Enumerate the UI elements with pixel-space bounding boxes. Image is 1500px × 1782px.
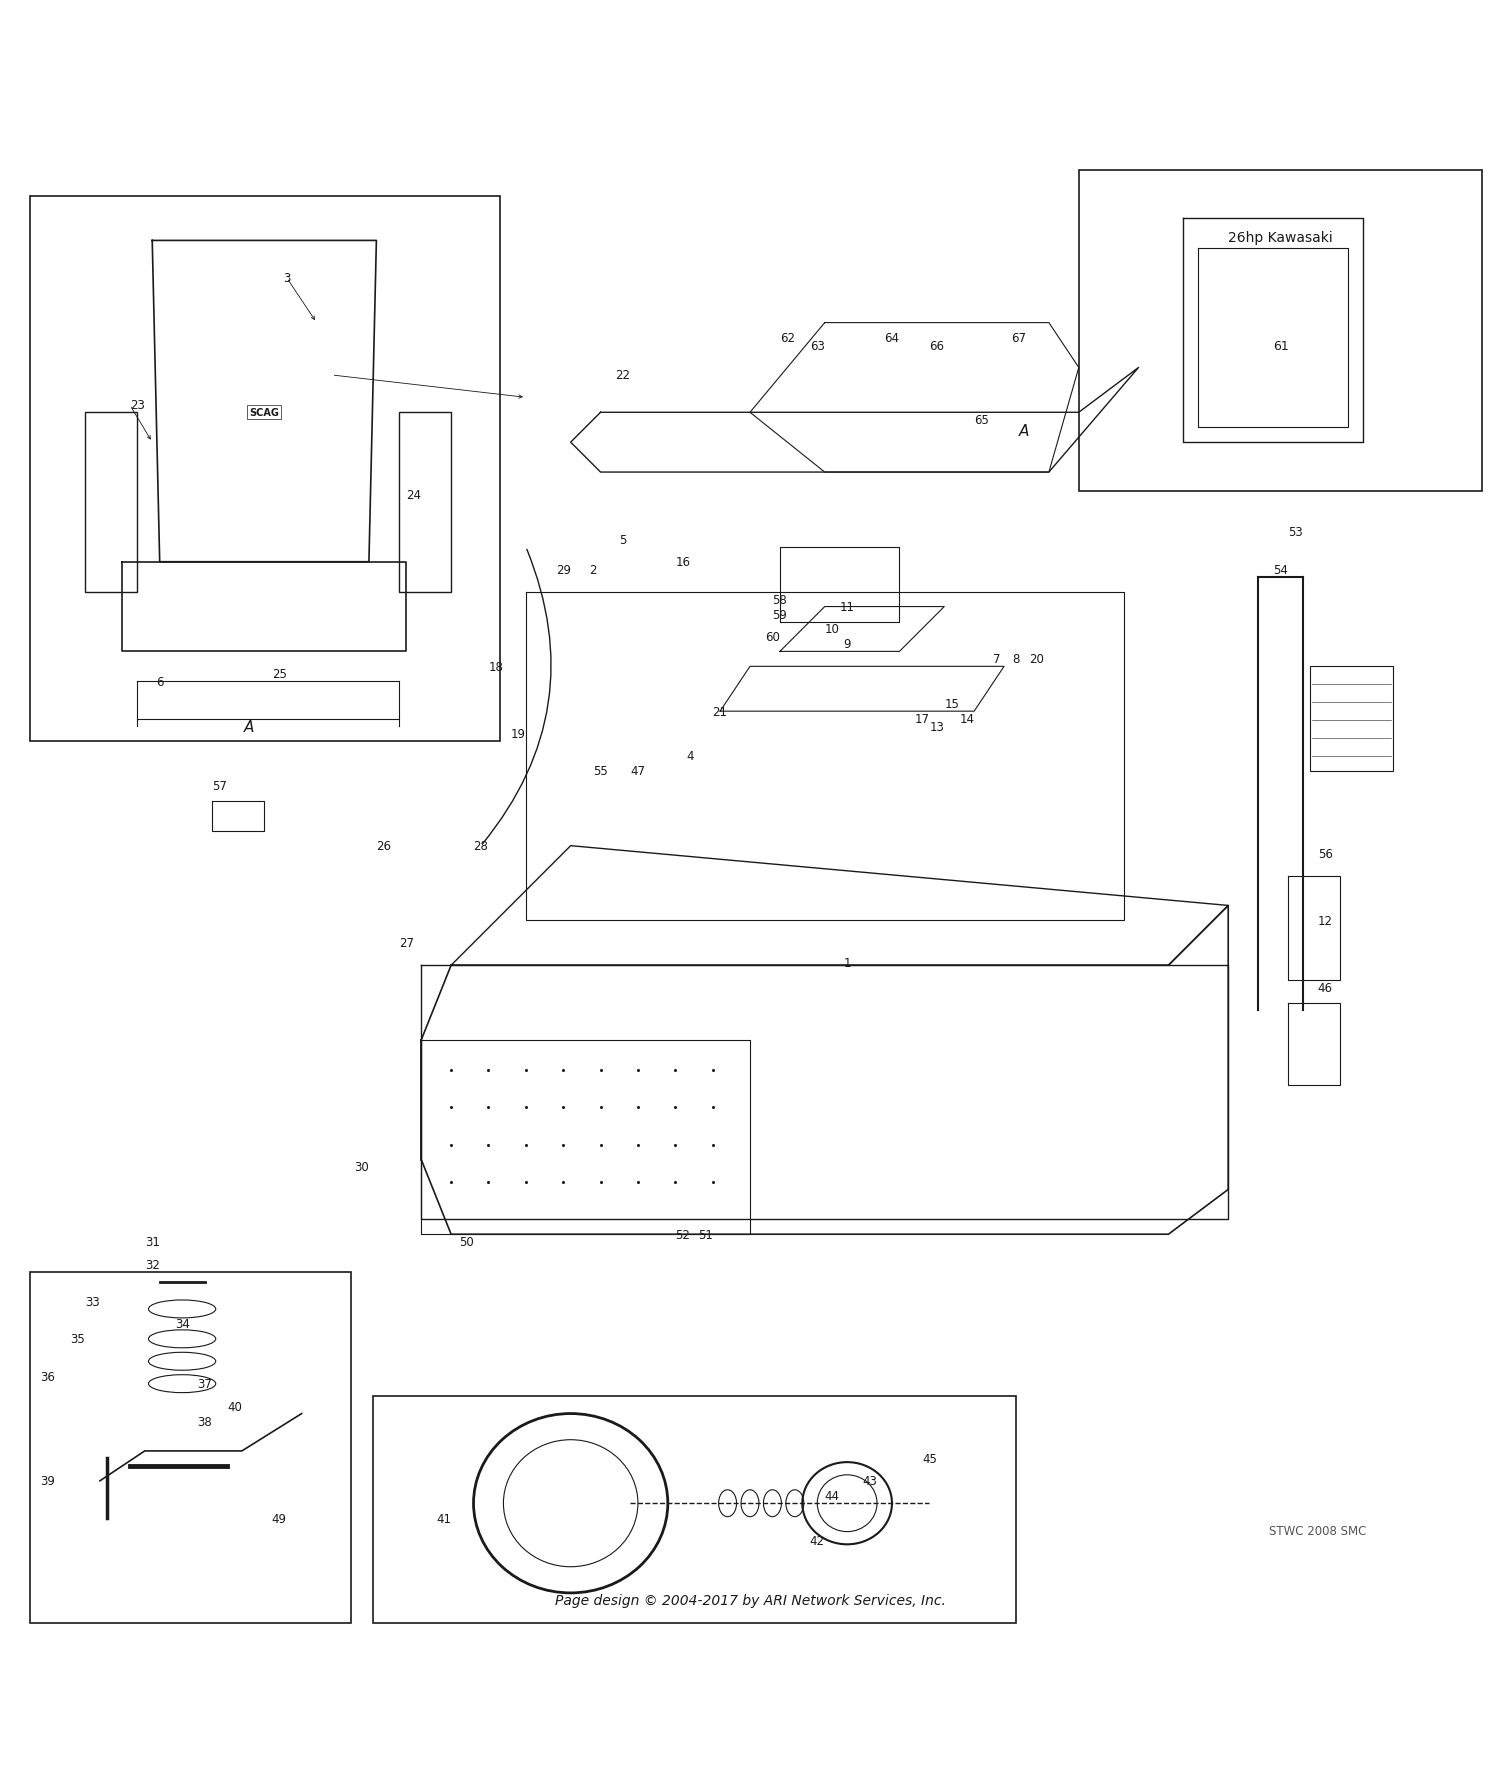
- Text: 36: 36: [40, 1370, 56, 1383]
- Text: 30: 30: [354, 1160, 369, 1174]
- Text: 41: 41: [436, 1511, 451, 1525]
- Text: 29: 29: [555, 563, 570, 576]
- Text: 46: 46: [1318, 982, 1334, 994]
- Text: 43: 43: [862, 1474, 877, 1488]
- Text: 59: 59: [772, 608, 788, 622]
- Bar: [30, 1272, 351, 1623]
- Text: 12: 12: [1318, 914, 1334, 927]
- Text: 47: 47: [630, 764, 645, 779]
- Text: 26: 26: [376, 839, 392, 854]
- Bar: [1078, 171, 1482, 492]
- Text: 62: 62: [780, 331, 795, 346]
- Text: 13: 13: [930, 720, 944, 732]
- Text: 60: 60: [765, 631, 780, 643]
- Text: 26hp Kawasaki: 26hp Kawasaki: [1228, 232, 1334, 244]
- Text: 35: 35: [70, 1333, 86, 1345]
- Bar: [374, 1395, 1016, 1623]
- Text: 4: 4: [687, 750, 694, 763]
- Text: 18: 18: [489, 661, 504, 674]
- Text: 2: 2: [590, 563, 597, 576]
- Text: 58: 58: [772, 593, 788, 606]
- Text: 28: 28: [474, 839, 489, 854]
- Text: 38: 38: [196, 1415, 211, 1427]
- Text: 11: 11: [840, 601, 855, 613]
- Text: 10: 10: [825, 624, 840, 636]
- Text: 51: 51: [698, 1228, 712, 1240]
- Text: 34: 34: [174, 1317, 189, 1331]
- Text: 53: 53: [1288, 526, 1304, 538]
- Text: A: A: [1019, 424, 1029, 438]
- Text: 1: 1: [843, 957, 850, 969]
- Bar: [1311, 666, 1392, 772]
- Text: 5: 5: [620, 533, 627, 547]
- Text: 52: 52: [675, 1228, 690, 1240]
- Text: 67: 67: [1011, 331, 1026, 346]
- Text: 54: 54: [1274, 563, 1288, 576]
- Text: 50: 50: [459, 1235, 474, 1249]
- Text: 21: 21: [712, 706, 728, 718]
- Text: 8: 8: [1013, 652, 1020, 666]
- Text: 65: 65: [974, 413, 988, 428]
- Text: 31: 31: [146, 1235, 159, 1249]
- Text: 7: 7: [993, 652, 1000, 666]
- Text: 27: 27: [399, 937, 414, 950]
- Text: 37: 37: [196, 1377, 211, 1390]
- Text: 24: 24: [406, 488, 422, 503]
- Text: 61: 61: [1272, 339, 1288, 353]
- Text: 66: 66: [930, 339, 945, 353]
- Text: 33: 33: [86, 1296, 100, 1308]
- Text: 49: 49: [272, 1511, 286, 1525]
- Text: 42: 42: [810, 1534, 825, 1547]
- Text: 20: 20: [1029, 652, 1044, 666]
- Text: 40: 40: [226, 1401, 242, 1413]
- Text: Page design © 2004-2017 by ARI Network Services, Inc.: Page design © 2004-2017 by ARI Network S…: [555, 1593, 945, 1607]
- Text: 6: 6: [156, 675, 164, 688]
- Text: 39: 39: [40, 1474, 56, 1488]
- Text: 25: 25: [272, 668, 286, 681]
- Text: 3: 3: [284, 273, 291, 285]
- Text: 17: 17: [915, 713, 930, 725]
- Text: 22: 22: [615, 369, 630, 381]
- Text: 44: 44: [825, 1490, 840, 1502]
- Text: 23: 23: [130, 399, 144, 412]
- Text: STWC 2008 SMC: STWC 2008 SMC: [1269, 1524, 1366, 1536]
- Bar: [30, 196, 501, 741]
- Text: 32: 32: [146, 1258, 159, 1271]
- Text: 16: 16: [675, 556, 690, 568]
- Text: 64: 64: [885, 331, 900, 346]
- Text: 56: 56: [1318, 846, 1334, 861]
- Text: 14: 14: [958, 713, 974, 725]
- Text: 55: 55: [592, 764, 608, 779]
- Text: A: A: [244, 720, 255, 734]
- Text: SCAG: SCAG: [249, 408, 279, 419]
- Text: 63: 63: [810, 339, 825, 353]
- Text: 9: 9: [843, 638, 850, 650]
- Text: 45: 45: [922, 1452, 938, 1465]
- Text: 57: 57: [211, 781, 226, 793]
- Text: 15: 15: [945, 699, 958, 711]
- Text: 19: 19: [512, 727, 526, 741]
